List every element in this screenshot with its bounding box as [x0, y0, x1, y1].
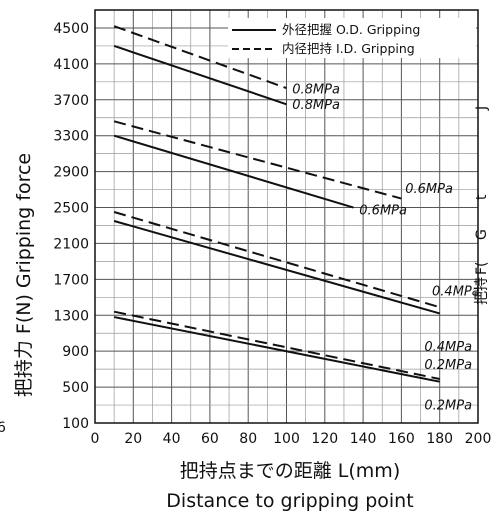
plot-frame	[94, 9, 479, 424]
od-gripping-line-0.4MPa	[113, 220, 440, 315]
y-tick-label: 4100	[53, 57, 89, 73]
y-tick-label: 100	[62, 416, 89, 432]
y-tick-label: 2100	[53, 236, 89, 252]
pressure-label: 0.4MPa	[432, 285, 480, 300]
y-tick-label: 1700	[53, 272, 89, 288]
x-axis-label-line1: 把持点までの距離 L(mm)	[180, 460, 400, 482]
x-tick-labels: 0 20 40 60 80 100 120 140 160 180 200	[91, 431, 492, 447]
y-tick-label: 2900	[53, 165, 89, 181]
x-tick-label: 40	[163, 431, 181, 447]
cropped-right-edge-text: Jt G F( 把持	[474, 106, 490, 305]
x-tick-label: 100	[273, 431, 300, 447]
x-tick-label: 80	[239, 431, 257, 447]
pressure-label: 0.2MPa	[424, 358, 472, 373]
x-tick-label: 20	[124, 431, 142, 447]
y-tick-label: 900	[62, 344, 89, 360]
od-gripping-line-0.8MPa	[113, 44, 287, 106]
pressure-label: 0.8MPa	[292, 98, 340, 113]
cropped-left-edge-text: 6	[0, 420, 6, 436]
data-series	[113, 25, 440, 383]
y-tick-labels: 100 500 900 1300 1700 2100 2500 2900 3300 3700 410…	[53, 21, 89, 432]
pressure-label: 0.8MPa	[292, 82, 340, 97]
y-tick-label: 3700	[53, 93, 89, 109]
y-axis-label: 把持力 F(N) Gripping force	[13, 153, 35, 397]
y-tick-label: 500	[62, 380, 89, 396]
x-tick-label: 140	[350, 431, 377, 447]
id-gripping-line-0.4MPa	[113, 211, 440, 309]
legend-solid-label: 外径把握 O.D. Gripping	[282, 22, 420, 37]
id-gripping-line-0.8MPa	[113, 25, 287, 90]
y-tick-label: 2500	[53, 201, 89, 217]
x-tick-label: 200	[465, 431, 492, 447]
cropped-right-glyph: G	[474, 229, 490, 240]
cropped-right-glyph: 把持	[474, 277, 490, 305]
y-tick-label: 4500	[53, 21, 89, 37]
x-tick-label: 120	[311, 431, 338, 447]
pressure-label: 0.2MPa	[424, 399, 472, 414]
pressure-label: 0.4MPa	[424, 340, 472, 355]
x-tick-label: 180	[426, 431, 453, 447]
cropped-right-glyph: t	[474, 194, 490, 200]
y-tick-label: 3300	[53, 129, 89, 145]
x-tick-label: 160	[388, 431, 415, 447]
x-axis-label-line2: Distance to gripping point	[166, 490, 413, 512]
cropped-right-glyph: J	[474, 106, 490, 111]
grid-lines	[95, 10, 478, 423]
od-gripping-line-0.2MPa	[113, 316, 440, 383]
id-gripping-line-0.6MPa	[113, 120, 402, 200]
y-tick-label: 1300	[53, 308, 89, 324]
id-gripping-line-0.2MPa	[113, 310, 440, 380]
cropped-right-glyph: F(	[474, 261, 490, 275]
legend-dashed-label: 内径把持 I.D. Gripping	[282, 41, 415, 56]
od-gripping-line-0.6MPa	[113, 134, 354, 209]
x-tick-label: 0	[91, 431, 100, 447]
pressure-label: 0.6MPa	[359, 204, 407, 219]
legend: 外径把握 O.D. Gripping 内径把持 I.D. Gripping	[228, 18, 476, 58]
x-tick-label: 60	[201, 431, 219, 447]
legend-box	[228, 18, 476, 58]
pressure-label: 0.6MPa	[405, 182, 453, 197]
